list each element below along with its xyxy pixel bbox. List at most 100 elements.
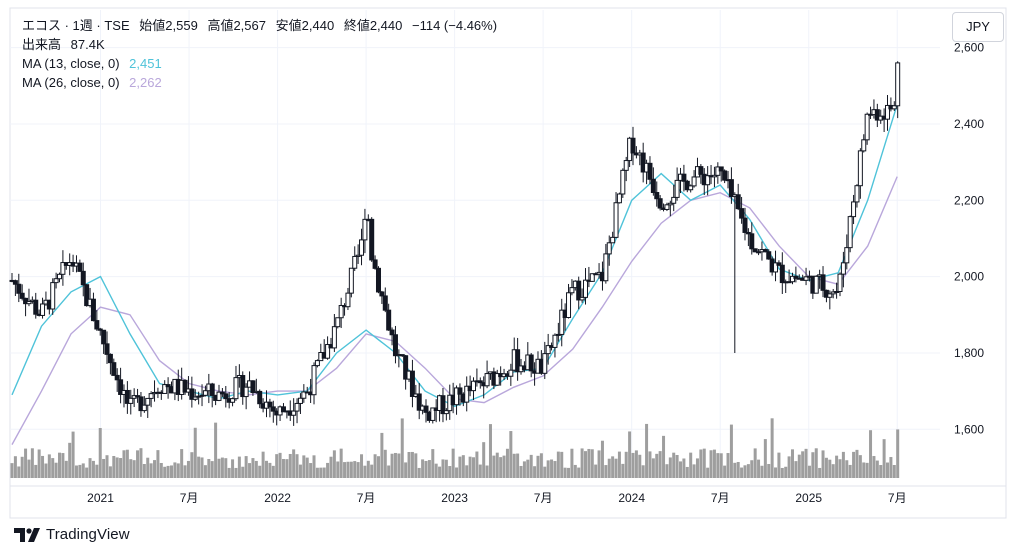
candle-body [403, 355, 409, 380]
volume-bar [13, 456, 17, 478]
candle-body [674, 179, 680, 198]
time-tick-label: 2021 [87, 491, 114, 505]
volume-bar [30, 448, 34, 478]
volume-bar [499, 457, 503, 478]
volume-bar [383, 449, 387, 478]
volume-bar [821, 450, 825, 478]
candle-body [335, 317, 341, 328]
candle-body [301, 391, 307, 399]
volume-bar [441, 459, 445, 478]
volume-bar [848, 464, 852, 478]
candle-body [891, 105, 897, 110]
candle-body [240, 375, 246, 398]
volume-bar [543, 466, 547, 478]
candle-body [291, 410, 297, 416]
candle-body [118, 379, 124, 395]
tradingview-brand[interactable]: TradingView [14, 526, 130, 543]
volume-bar [787, 456, 791, 478]
volume-bar [858, 455, 862, 478]
volume-bar [373, 454, 377, 478]
currency-button[interactable]: JPY [952, 12, 1004, 42]
tradingview-logo-icon [14, 527, 40, 542]
volume-bar [590, 449, 594, 478]
candle-body [837, 273, 843, 292]
candle-body [114, 374, 120, 381]
volume-bar [505, 448, 509, 478]
volume-bar [478, 464, 482, 478]
volume-bar [24, 448, 28, 478]
volume-bar [322, 467, 326, 478]
candle-body [12, 280, 18, 285]
candle-body [355, 254, 361, 257]
volume-bar [658, 451, 662, 478]
volume-bar [254, 460, 258, 478]
candle-body [409, 370, 415, 397]
candle-body [50, 282, 56, 310]
volume-bar [814, 448, 818, 478]
volume-bar [271, 465, 275, 478]
candle-body [60, 262, 66, 275]
candle-body [569, 287, 575, 294]
volume-bar [617, 451, 621, 478]
volume-bar [27, 459, 31, 478]
volume-bar [743, 465, 747, 478]
volume-bar [587, 448, 591, 478]
ma13-row[interactable]: MA (13, close, 0) 2,451 [22, 54, 497, 73]
candle-body [542, 353, 548, 374]
candle-body [813, 275, 819, 294]
candle-body [352, 255, 358, 269]
volume-bar [665, 464, 669, 478]
volume-bar [281, 458, 285, 478]
candle-body [515, 349, 521, 373]
time-tick-label: 2025 [795, 491, 822, 505]
candle-body [77, 262, 83, 272]
volume-bar [339, 448, 343, 478]
candle-body [671, 196, 677, 204]
volume-bar [539, 453, 543, 478]
candle-body [552, 334, 558, 348]
candle-body [223, 393, 229, 400]
time-tick-label: 2024 [618, 491, 645, 505]
volume-bar [699, 449, 703, 478]
volume-bar [740, 467, 744, 478]
volume-bar [376, 456, 380, 478]
volume-bar [332, 450, 336, 478]
low-label: 安値 [275, 18, 302, 33]
candle-body [854, 185, 860, 203]
volume-bar [512, 453, 516, 478]
candle-body [728, 179, 734, 198]
volume-bar [594, 464, 598, 478]
candle-body [705, 175, 711, 186]
volume-bar [400, 418, 404, 478]
volume-bar [71, 431, 75, 478]
ma26-row[interactable]: MA (26, close, 0) 2,262 [22, 73, 497, 92]
candle-body [267, 401, 273, 408]
candle-body [793, 275, 799, 279]
volume-bar [597, 450, 601, 478]
volume-bar [102, 458, 106, 478]
candle-body [844, 247, 850, 264]
volume-bar [431, 449, 435, 478]
volume-bar [380, 432, 384, 478]
volume-bar [896, 429, 900, 478]
candle-body [202, 390, 208, 396]
volume-bar [580, 448, 584, 478]
candle-body [386, 309, 392, 331]
volume-bar [207, 459, 211, 478]
volume-bar [879, 465, 883, 478]
volume-bar [85, 467, 89, 478]
volume-bar [146, 457, 150, 478]
volume-bar [302, 455, 306, 478]
volume-bar [125, 449, 129, 478]
volume-bar [757, 459, 761, 478]
candle-body [698, 166, 704, 175]
candle-body [664, 204, 670, 210]
candle-body [107, 353, 113, 364]
volume-bar [563, 467, 567, 478]
low-value: 2,440 [301, 18, 335, 33]
volume-bar [495, 452, 499, 478]
candle-body [667, 202, 673, 206]
candle-body [80, 270, 86, 286]
